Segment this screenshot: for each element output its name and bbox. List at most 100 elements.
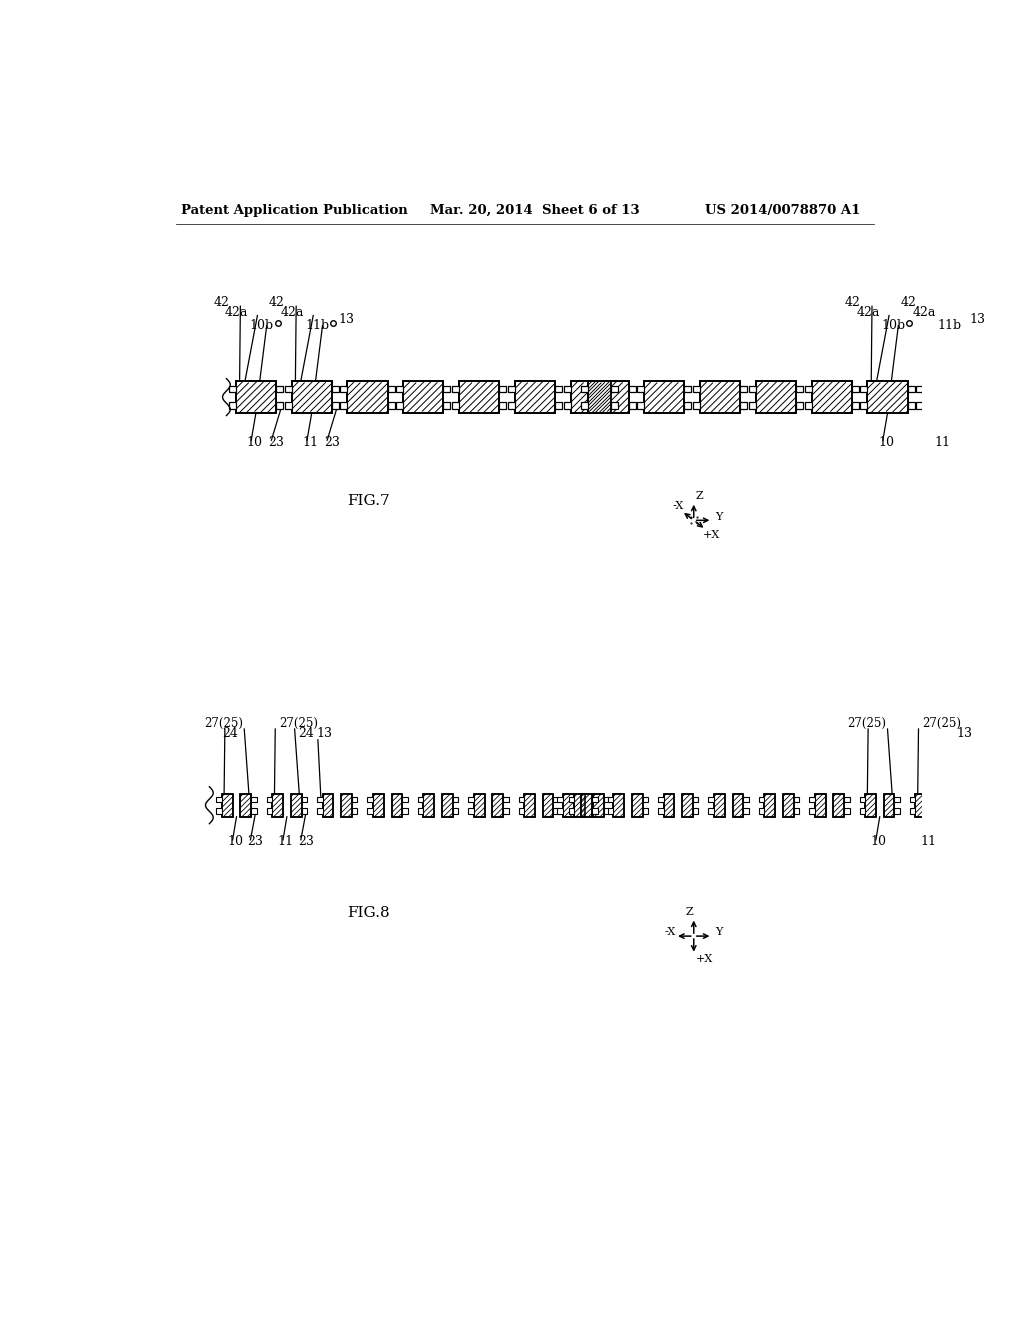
Bar: [611, 385, 617, 392]
Bar: [285, 385, 292, 392]
Bar: [347, 381, 388, 413]
Bar: [403, 381, 443, 413]
Bar: [347, 381, 388, 413]
Bar: [859, 808, 865, 813]
Bar: [241, 793, 251, 817]
Bar: [852, 385, 859, 392]
Bar: [589, 381, 629, 413]
Text: Z: Z: [695, 491, 702, 500]
Bar: [632, 793, 643, 817]
Bar: [794, 797, 799, 803]
Bar: [563, 401, 570, 409]
Text: 42: 42: [845, 296, 861, 309]
Bar: [323, 793, 334, 817]
Bar: [557, 808, 563, 813]
Text: 10b: 10b: [250, 319, 273, 333]
Bar: [493, 793, 503, 817]
Bar: [607, 808, 613, 813]
Bar: [468, 797, 474, 803]
Bar: [323, 793, 334, 817]
Bar: [700, 381, 740, 413]
Bar: [593, 793, 604, 817]
Text: 10: 10: [247, 436, 262, 449]
Text: 13: 13: [316, 727, 333, 741]
Bar: [251, 808, 257, 813]
Bar: [582, 401, 589, 409]
Text: -X: -X: [672, 500, 683, 511]
Bar: [693, 797, 698, 803]
Bar: [604, 808, 609, 813]
Text: 24: 24: [222, 727, 239, 741]
Bar: [373, 793, 384, 817]
Text: 11b: 11b: [305, 319, 330, 333]
Bar: [604, 797, 609, 803]
Text: 23: 23: [298, 836, 313, 849]
Bar: [241, 793, 251, 817]
Bar: [915, 793, 927, 817]
Bar: [391, 793, 402, 817]
Bar: [812, 381, 852, 413]
Text: 42: 42: [213, 296, 229, 309]
Text: 27(25): 27(25): [923, 717, 962, 730]
Text: 27(25): 27(25): [280, 717, 318, 730]
Text: 42a: 42a: [225, 306, 248, 319]
Bar: [291, 793, 302, 817]
Bar: [759, 797, 764, 803]
Bar: [554, 808, 559, 813]
Bar: [658, 797, 664, 803]
Bar: [582, 793, 592, 817]
Bar: [352, 808, 357, 813]
Bar: [443, 385, 451, 392]
Text: 23: 23: [324, 436, 340, 449]
Text: Z: Z: [686, 907, 693, 916]
Bar: [865, 793, 876, 817]
Bar: [341, 793, 352, 817]
Bar: [607, 797, 613, 803]
Bar: [453, 797, 458, 803]
Bar: [292, 381, 332, 413]
Bar: [934, 793, 945, 817]
Bar: [805, 385, 812, 392]
Bar: [574, 793, 586, 817]
Bar: [815, 793, 825, 817]
Bar: [418, 808, 423, 813]
Bar: [266, 808, 272, 813]
Bar: [714, 793, 725, 817]
Bar: [796, 401, 803, 409]
Bar: [236, 381, 276, 413]
Bar: [629, 385, 636, 392]
Bar: [783, 793, 794, 817]
Bar: [916, 385, 924, 392]
Bar: [500, 401, 506, 409]
Bar: [895, 797, 900, 803]
Bar: [453, 808, 458, 813]
Bar: [352, 797, 357, 803]
Bar: [508, 385, 515, 392]
Bar: [391, 793, 402, 817]
Bar: [740, 385, 748, 392]
Bar: [276, 401, 283, 409]
Bar: [515, 381, 555, 413]
Bar: [764, 793, 775, 817]
Bar: [684, 401, 691, 409]
Bar: [794, 808, 799, 813]
Bar: [418, 797, 423, 803]
Bar: [515, 381, 555, 413]
Bar: [368, 808, 373, 813]
Bar: [693, 401, 700, 409]
Bar: [443, 401, 451, 409]
Bar: [815, 793, 825, 817]
Bar: [291, 793, 302, 817]
Bar: [709, 808, 714, 813]
Bar: [555, 401, 562, 409]
Bar: [341, 793, 352, 817]
Bar: [693, 385, 700, 392]
Text: 42: 42: [269, 296, 285, 309]
Bar: [423, 793, 434, 817]
Bar: [693, 808, 698, 813]
Bar: [945, 797, 950, 803]
Bar: [945, 808, 950, 813]
Bar: [563, 385, 570, 392]
Text: 23: 23: [248, 836, 263, 849]
Text: FIG.7: FIG.7: [347, 494, 389, 508]
